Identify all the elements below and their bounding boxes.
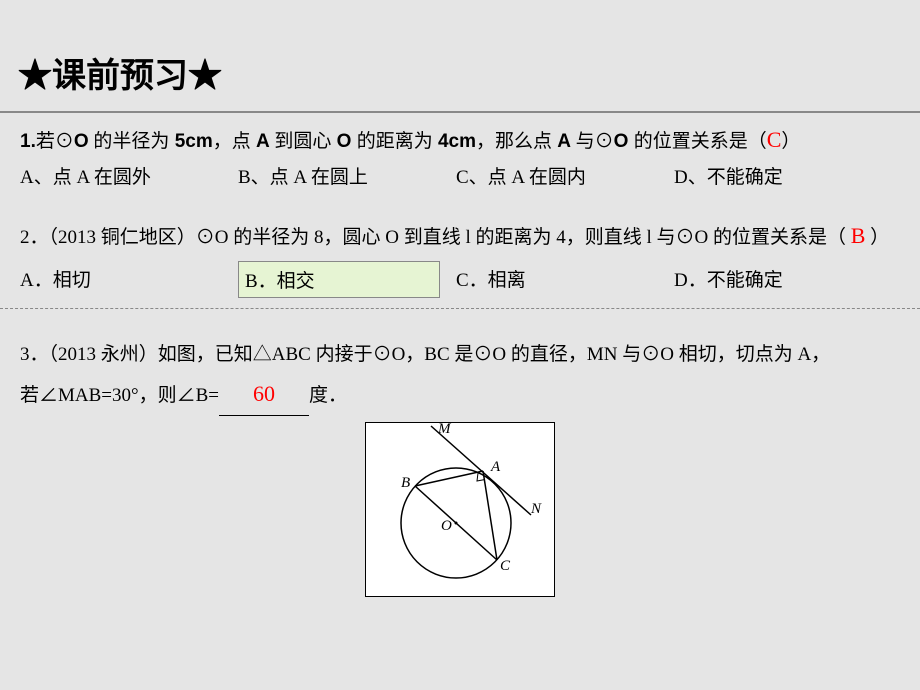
question-1: 1.若⊙O 的半径为 5cm，点 A 到圆心 O 的距离为 4cm，那么点 A … (0, 113, 920, 199)
q1-options: A、点 A 在圆外 B、点 A 在圆上 C、点 A 在圆内 D、不能确定 (20, 158, 900, 199)
geometry-figure: M A B N O C (365, 422, 555, 597)
page-title: ★课前预习★ (0, 0, 920, 97)
t: 若⊙ (36, 131, 74, 152)
q2-answer: B (851, 215, 866, 257)
q3-stem: 3．（2013 永州）如图，已知△ABC 内接于⊙O，BC 是⊙O 的直径，MN… (20, 309, 900, 416)
q3-line2a: 若∠MAB=30°，则∠B= (20, 385, 219, 406)
t: O (331, 131, 356, 152)
label-O: O (441, 518, 452, 535)
q1-opt-d: D、不能确定 (674, 162, 783, 189)
q2-stem: 2．（2013 铜仁地区）⊙O 的半径为 8，圆心 O 到直线 l 的距离为 4… (20, 199, 900, 257)
q3-line1: 3．（2013 永州）如图，已知△ABC 内接于⊙O，BC 是⊙O 的直径，MN… (20, 344, 830, 365)
circle-diagram-svg (366, 423, 556, 598)
q2-options: A．相切 B．相交 C．相离 D．不能确定 (20, 257, 900, 298)
label-B: B (401, 475, 410, 492)
figure-container: M A B N O C (20, 422, 900, 597)
label-N: N (531, 501, 541, 518)
t: 到圆心 (274, 131, 331, 152)
q2-opt-a: A．相切 (20, 261, 238, 298)
t: O (74, 131, 89, 152)
q3-line2b: 度． (309, 385, 347, 406)
t: O (614, 131, 634, 152)
q1-opt-b: B、点 A 在圆上 (238, 162, 456, 189)
q1-answer: C (767, 121, 782, 158)
q2-text: 2．（2013 铜仁地区）⊙O 的半径为 8，圆心 O 到直线 l 的距离为 4… (20, 227, 851, 248)
t: ，那么点 (476, 131, 552, 152)
q2-opt-c: C．相离 (456, 261, 674, 298)
question-2: 2．（2013 铜仁地区）⊙O 的半径为 8，圆心 O 到直线 l 的距离为 4… (0, 199, 920, 298)
q1-stem: 1.若⊙O 的半径为 5cm，点 A 到圆心 O 的距离为 4cm，那么点 A … (20, 113, 900, 158)
t: 5cm (169, 131, 212, 152)
t: ，点 (213, 131, 251, 152)
t: A (251, 131, 275, 152)
t: 的距离为 (357, 131, 433, 152)
t: ） (781, 131, 800, 152)
q2-opt-b-highlight: B．相交 (238, 261, 440, 298)
q2-opt-d: D．不能确定 (674, 261, 783, 298)
label-M: M (438, 421, 451, 438)
t: 与⊙ (576, 131, 614, 152)
t: 4cm (433, 131, 476, 152)
question-3: 3．（2013 永州）如图，已知△ABC 内接于⊙O，BC 是⊙O 的直径，MN… (0, 309, 920, 597)
t: A (552, 131, 576, 152)
label-A: A (491, 459, 500, 476)
q1-num: 1. (20, 131, 36, 152)
q1-opt-a: A、点 A 在圆外 (20, 162, 238, 189)
label-C: C (500, 558, 510, 575)
q1-opt-c: C、点 A 在圆内 (456, 162, 674, 189)
t: 的半径为 (89, 131, 170, 152)
q3-answer: 60 (253, 373, 275, 415)
q2-close: ） (865, 227, 889, 248)
q3-blank: 60 (219, 373, 309, 416)
t: 的位置关系是（ (634, 131, 767, 152)
